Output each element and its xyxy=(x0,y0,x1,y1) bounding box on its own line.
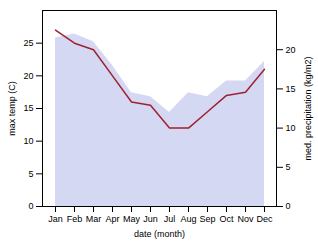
svg-text:10: 10 xyxy=(23,136,33,146)
svg-text:0: 0 xyxy=(286,201,291,211)
svg-text:Jun: Jun xyxy=(143,214,158,224)
svg-text:max temp (C): max temp (C) xyxy=(7,81,17,136)
svg-text:May: May xyxy=(123,214,141,224)
svg-text:5: 5 xyxy=(28,169,33,179)
svg-text:Apr: Apr xyxy=(105,214,119,224)
svg-text:Jul: Jul xyxy=(164,214,176,224)
svg-text:25: 25 xyxy=(23,38,33,48)
svg-text:10: 10 xyxy=(286,123,296,133)
svg-text:med. precipitation (kg/m2): med. precipitation (kg/m2) xyxy=(303,56,313,160)
svg-text:Feb: Feb xyxy=(67,214,83,224)
svg-text:Nov: Nov xyxy=(237,214,254,224)
svg-text:Oct: Oct xyxy=(219,214,234,224)
svg-text:20: 20 xyxy=(286,45,296,55)
svg-text:Mar: Mar xyxy=(86,214,102,224)
svg-text:Sep: Sep xyxy=(199,214,215,224)
svg-text:Aug: Aug xyxy=(180,214,196,224)
svg-text:15: 15 xyxy=(23,103,33,113)
svg-text:0: 0 xyxy=(28,201,33,211)
svg-text:Jan: Jan xyxy=(48,214,63,224)
svg-text:15: 15 xyxy=(286,84,296,94)
svg-text:Dec: Dec xyxy=(256,214,273,224)
svg-text:20: 20 xyxy=(23,71,33,81)
svg-text:date (month): date (month) xyxy=(134,229,185,239)
svg-text:5: 5 xyxy=(286,162,291,172)
